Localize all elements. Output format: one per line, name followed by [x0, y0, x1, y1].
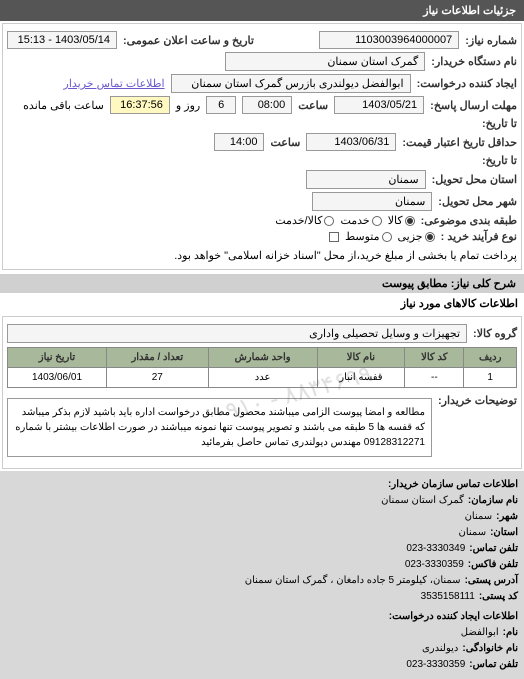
province-input[interactable]: سمنان — [306, 170, 426, 189]
col-index: ردیف — [464, 348, 517, 368]
fax-value: 023-3330359 — [405, 557, 464, 573]
cell-code: -- — [405, 368, 464, 388]
fax-label: تلفن فاکس: — [468, 557, 518, 573]
name-label: نام: — [503, 625, 518, 641]
time-label-1: ساعت — [298, 99, 328, 112]
address-label: آدرس پستی: — [465, 573, 518, 589]
radio-khadmat[interactable]: خدمت — [340, 214, 381, 227]
postal-label: کد پستی: — [479, 589, 518, 605]
summary-bar: شرح کلی نیاز: مطابق پیوست — [0, 274, 524, 293]
col-qty: تعداد / مقدار — [106, 348, 208, 368]
page-header: جزئیات اطلاعات نیاز — [0, 0, 524, 21]
creator-input[interactable]: ابوالفضل دیولندری بازرس گمرک استان سمنان — [171, 74, 411, 93]
category-label: طبقه بندی موضوعی: — [421, 214, 517, 227]
city-label: شهر محل تحویل: — [438, 195, 517, 208]
org-label: نام سازمان: — [468, 493, 518, 509]
time-label-2: ساعت — [270, 136, 300, 149]
cell-qty: 27 — [106, 368, 208, 388]
device-name-input[interactable]: گمرک استان سمنان — [225, 52, 425, 71]
col-name: نام کالا — [317, 348, 405, 368]
goods-table: ردیف کد کالا نام کالا واحد شمارش تعداد /… — [7, 347, 517, 388]
surname-label: نام خانوادگی: — [462, 641, 518, 657]
province-label: استان محل تحویل: — [432, 173, 517, 186]
contact-link[interactable]: اطلاعات تماس خریدار — [64, 77, 165, 90]
treasury-checkbox[interactable] — [329, 232, 339, 242]
table-row: 1 -- قفسه انبار عدد 27 1403/06/01 — [8, 368, 517, 388]
col-unit: واحد شمارش — [208, 348, 317, 368]
contact-city-value: سمنان — [465, 509, 493, 525]
surname-value: دیولندری — [422, 641, 458, 657]
radio-medium[interactable]: متوسط — [345, 230, 392, 243]
table-header-row: ردیف کد کالا نام کالا واحد شمارش تعداد /… — [8, 348, 517, 368]
phone-value: 023-3330349 — [406, 541, 465, 557]
desc-label: توضیحات خریدار: — [438, 394, 517, 407]
deadline-label: مهلت ارسال پاسخ: — [430, 99, 517, 112]
req-phone-label: تلفن تماس: — [469, 657, 518, 673]
req-phone-value: 023-3330359 — [406, 657, 465, 673]
phone-label: تلفن تماس: — [469, 541, 518, 557]
postal-value: 3535158111 — [421, 589, 475, 605]
col-date: تاریخ نیاز — [8, 348, 107, 368]
validity-to-label: تا تاریخ: — [482, 154, 517, 167]
cell-date: 1403/06/01 — [8, 368, 107, 388]
deadline-time-input[interactable]: 08:00 — [242, 96, 292, 114]
days-input[interactable]: 6 — [206, 96, 236, 114]
remaining-label: ساعت باقی مانده — [23, 99, 104, 112]
radio-kala[interactable]: کالا — [388, 214, 415, 227]
summary-label: شرح کلی نیاز: — [451, 278, 516, 290]
group-label: گروه کالا: — [473, 327, 517, 340]
goods-section: گروه کالا: تجهیزات و وسایل تحصیلی واداری… — [2, 316, 522, 469]
remaining-time: 16:37:56 — [110, 96, 170, 114]
goods-section-title: اطلاعات کالاهای مورد نیاز — [0, 293, 524, 314]
name-value: ابوالفضل — [461, 625, 499, 641]
cell-index: 1 — [464, 368, 517, 388]
col-code: کد کالا — [405, 348, 464, 368]
radio-small[interactable]: جزیی — [398, 230, 435, 243]
process-note: پرداخت تمام یا بخشی از مبلغ خرید،از محل … — [174, 249, 517, 262]
deadline-date-input[interactable]: 1403/05/21 — [334, 96, 424, 114]
contact-province-value: سمنان — [459, 525, 487, 541]
validity-time-input[interactable]: 14:00 — [214, 133, 264, 151]
need-number-input[interactable]: 1103003964000007 — [319, 31, 459, 49]
announce-input[interactable]: 1403/05/14 - 15:13 — [7, 31, 117, 49]
process-label: نوع فرآیند خرید : — [441, 230, 517, 243]
validity-label: حداقل تاریخ اعتبار قیمت: — [402, 136, 517, 149]
contact-city-label: شهر: — [496, 509, 518, 525]
address-value: سمنان، کیلومتر 5 جاده دامغان ، گمرک استا… — [245, 573, 461, 589]
need-number-label: شماره نیاز: — [465, 34, 517, 47]
group-input[interactable]: تجهیزات و وسایل تحصیلی واداری — [7, 324, 467, 343]
announce-label: تاریخ و ساعت اعلان عمومی: — [123, 34, 254, 47]
header-title: جزئیات اطلاعات نیاز — [423, 5, 516, 17]
main-form: شماره نیاز: 1103003964000007 تاریخ و ساع… — [2, 23, 522, 270]
validity-date-input[interactable]: 1403/06/31 — [306, 133, 396, 151]
requester-header: اطلاعات ایجاد کننده درخواست: — [389, 609, 518, 625]
device-name-label: نام دستگاه خریدار: — [431, 55, 517, 68]
creator-label: ایجاد کننده درخواست: — [417, 77, 517, 90]
cell-name: قفسه انبار — [317, 368, 405, 388]
contact-province-label: استان: — [490, 525, 518, 541]
days-unit: روز و — [176, 99, 200, 112]
org-value: گمرک استان سمنان — [381, 493, 464, 509]
deadline-to-label: تا تاریخ: — [482, 117, 517, 130]
desc-text: مطالعه و امضا پیوست الزامی میباشند محصول… — [7, 398, 432, 457]
contact-header: اطلاعات تماس سازمان خریدار: — [388, 477, 518, 493]
contact-section: اطلاعات تماس سازمان خریدار: نام سازمان:گ… — [0, 471, 524, 679]
summary-value: مطابق پیوست — [382, 278, 448, 290]
city-input[interactable]: سمنان — [312, 192, 432, 211]
cell-unit: عدد — [208, 368, 317, 388]
radio-kala-khadmat[interactable]: کالا/خدمت — [275, 214, 334, 227]
